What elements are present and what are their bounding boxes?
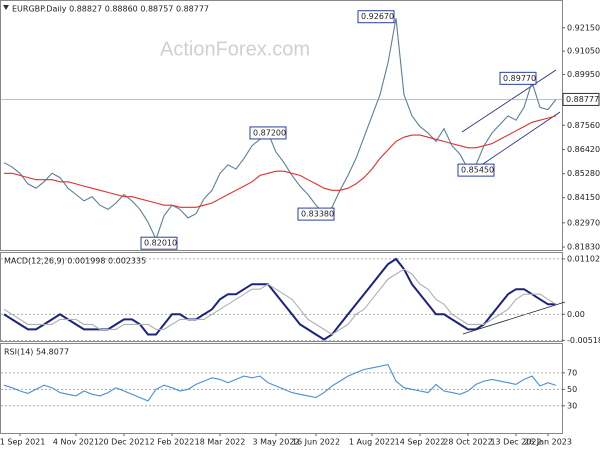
channel-upper [461,69,557,133]
y-tick-label: 0.91050 [567,47,600,56]
series-line [4,115,557,208]
annotation-box [249,126,287,140]
y-tick-label: 0.84150 [567,193,600,202]
y-tick-label: -0.005182 [567,336,600,345]
y-tick-label: 0.92150 [567,23,600,32]
y-tick-label: 0.85280 [567,169,600,178]
annotation-label: 0.92670 [361,12,394,21]
annotation-box [457,163,495,177]
y-tick-label: 30 [567,401,577,410]
y-tick-label: 0.87560 [567,121,600,130]
annotation-label: 0.82010 [144,239,177,248]
x-tick-label: 2 Feb 2022 [150,438,195,447]
x-tick-label: 20 Dec 2021 [98,438,149,447]
last-price-label: 0.88777 [566,95,599,104]
y-tick-label: 0.86420 [567,145,600,154]
x-tick-label: 14 Sep 2022 [395,438,446,447]
series-line [3,268,557,336]
macd-trendline [462,301,566,335]
last-price-box [562,92,600,106]
series-line [3,18,557,241]
series-line [3,363,557,402]
x-tick-label: 3 May 2022 [252,438,299,447]
panel-title: MACD(12,26,9) 0.001998 0.002335 [4,257,146,266]
x-tick-label: 21 Sep 2021 [0,438,45,447]
panel-title: EURGBP.Daily 0.88827 0.88860 0.88757 0.8… [12,5,209,14]
x-tick-label: 16 Jun 2022 [292,438,340,447]
annotation-box [140,236,178,250]
y-tick-label: 0.82970 [567,218,600,227]
y-tick-label: 0.00 [567,310,585,319]
channel-lower [479,111,561,167]
watermark: ActionForex.com [160,38,310,60]
macd-panel [0,252,563,342]
panel-title: RSI(14) 54.8077 [4,348,69,357]
y-tick-label: 0.011023 [567,254,600,263]
x-tick-label: 4 Nov 2021 [53,438,99,447]
y-tick-label: 0.81830 [567,243,600,252]
annotation-label: 0.83380 [301,210,334,219]
annotation-label: 0.89770 [503,74,536,83]
y-tick-label: 0.89950 [567,70,600,79]
annotation-box [297,207,335,221]
rsi-panel [0,343,563,434]
annotation-box [357,10,395,24]
x-tick-label: 13 Dec 2022 [490,438,541,447]
x-tick-label: 28 Oct 2022 [443,438,492,447]
annotation-label: 0.87200 [253,128,286,137]
x-tick-label: 1 Aug 2022 [349,438,395,447]
y-tick-label: 70 [567,368,577,377]
annotation-label: 0.85450 [461,166,494,175]
series-line [3,257,556,341]
menu-triangle [3,5,9,10]
y-tick-label: 50 [567,385,577,394]
x-tick-label: 18 Mar 2022 [195,438,246,447]
x-tick-label: 26 Jan 2023 [524,438,572,447]
annotation-box [499,71,537,85]
